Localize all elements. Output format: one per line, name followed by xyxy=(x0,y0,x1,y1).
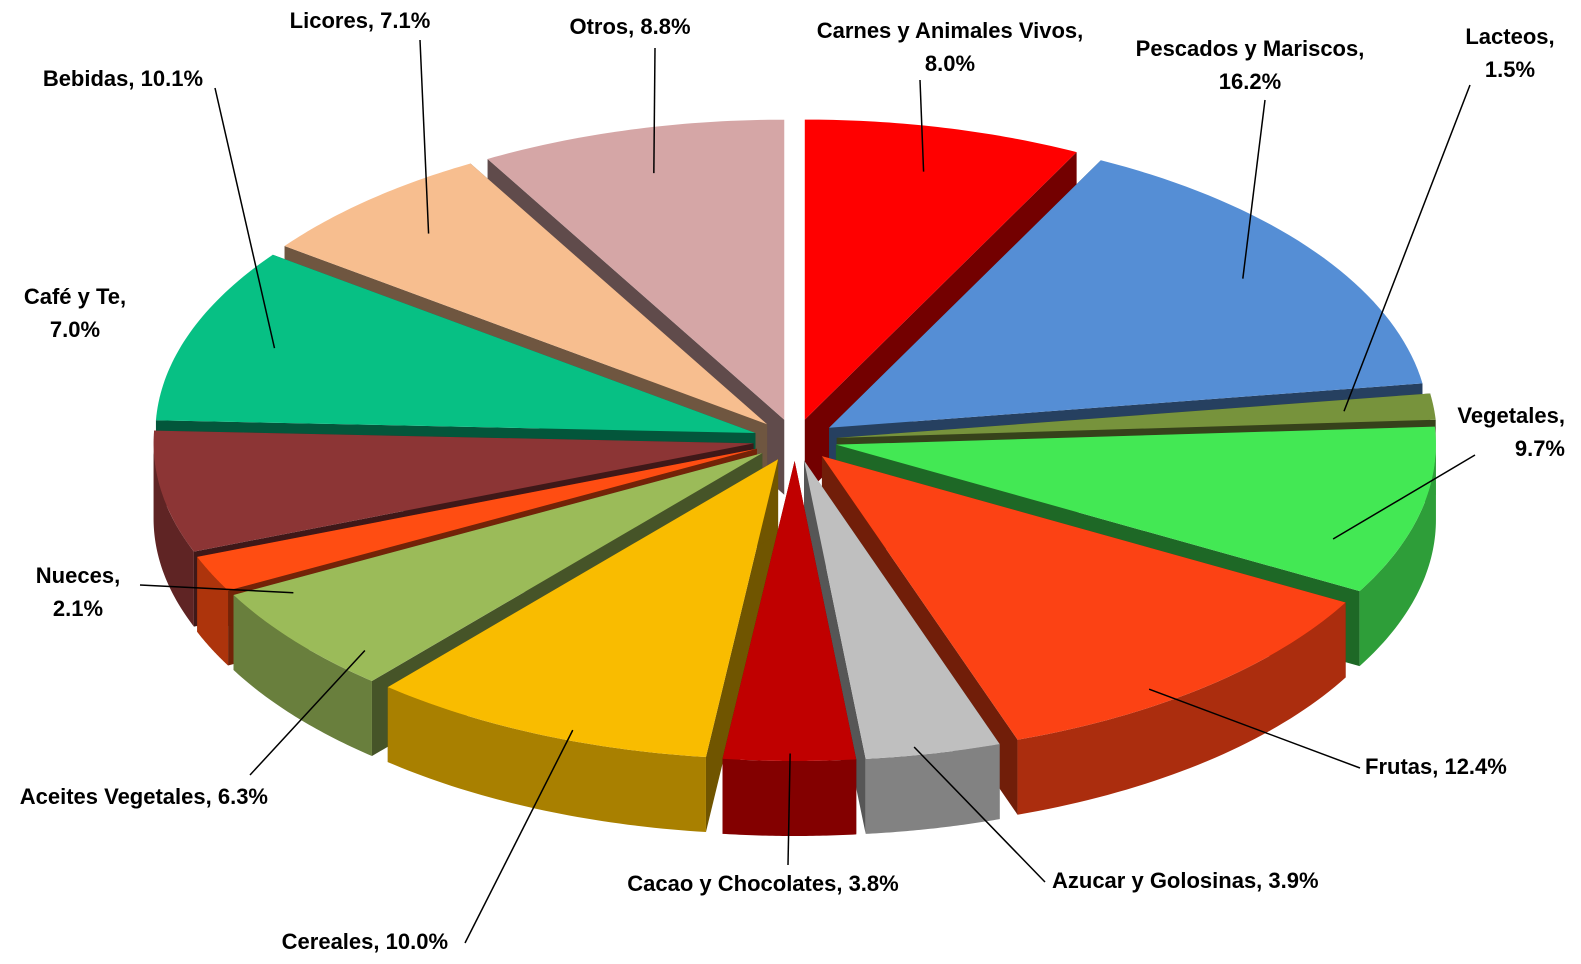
leader-line xyxy=(249,649,366,776)
slice xyxy=(387,459,779,833)
leader-line xyxy=(464,729,574,944)
label-line: 7.0% xyxy=(50,317,100,342)
data-label: Bebidas, 10.1% xyxy=(43,66,203,91)
slice-wall xyxy=(233,594,372,757)
slice-top xyxy=(284,163,768,425)
slice-top xyxy=(821,456,1346,740)
slice-top xyxy=(804,119,1077,420)
leader-line xyxy=(139,584,294,594)
leader-line xyxy=(1332,454,1476,540)
data-label: Aceites Vegetales, 6.3% xyxy=(20,784,268,809)
leader-line xyxy=(919,79,925,172)
slice-top xyxy=(804,460,1000,759)
leader-line xyxy=(419,39,430,234)
label-line: 2.1% xyxy=(53,596,103,621)
slice-top xyxy=(153,430,754,552)
leader-line xyxy=(1242,99,1266,279)
label-line: Vegetales, xyxy=(1457,403,1565,428)
slice-top xyxy=(722,460,857,761)
leader-line xyxy=(1148,688,1361,769)
slice-top xyxy=(829,160,1423,428)
leader-line xyxy=(1343,84,1471,412)
data-label: Cacao y Chocolates, 3.8% xyxy=(627,871,898,896)
leader-line xyxy=(653,47,656,174)
leader-line xyxy=(787,753,791,866)
data-label: Frutas, 12.4% xyxy=(1365,754,1507,779)
label-line: 9.7% xyxy=(1515,436,1565,461)
slice-top xyxy=(155,254,756,434)
data-label: Cereales, 10.0% xyxy=(282,929,448,954)
label-line: 16.2% xyxy=(1219,69,1281,94)
slice-top xyxy=(836,393,1436,438)
slice-wall xyxy=(387,687,706,833)
slice-wall xyxy=(865,744,1000,834)
data-label: Vegetales, 9.7% xyxy=(1457,403,1565,461)
data-label: Licores, 7.1% xyxy=(290,8,431,33)
data-label: Nueces, 2.1% xyxy=(36,563,120,621)
leader-line xyxy=(214,87,276,349)
label-line: 1.5% xyxy=(1485,57,1535,82)
slice-top xyxy=(233,453,763,682)
data-label: Otros, 8.8% xyxy=(569,14,690,39)
slice-wall xyxy=(1017,602,1346,815)
slice-wall xyxy=(153,443,194,627)
slice-top xyxy=(387,459,779,758)
slice-wall xyxy=(197,556,229,666)
label-line: Lacteos, xyxy=(1465,24,1554,49)
label-line: Pescados y Mariscos, xyxy=(1136,36,1365,61)
label-line: Café y Te, xyxy=(24,284,126,309)
label-line: 8.0% xyxy=(925,51,975,76)
slice-top xyxy=(487,119,785,420)
slice-top xyxy=(835,426,1436,592)
data-label: Lacteos, 1.5% xyxy=(1465,24,1554,82)
leader-line xyxy=(913,746,1046,883)
data-label: Pescados y Mariscos, 16.2% xyxy=(1136,36,1365,94)
data-label: Carnes y Animales Vivos, 8.0% xyxy=(817,18,1084,76)
data-label: Azucar y Golosinas, 3.9% xyxy=(1052,868,1319,893)
label-line: Carnes y Animales Vivos, xyxy=(817,18,1084,43)
slice-side xyxy=(705,459,779,833)
data-label: Café y Te, 7.0% xyxy=(24,284,126,342)
label-line: Nueces, xyxy=(36,563,120,588)
slice-top xyxy=(197,448,757,591)
slice-wall xyxy=(1359,444,1436,667)
